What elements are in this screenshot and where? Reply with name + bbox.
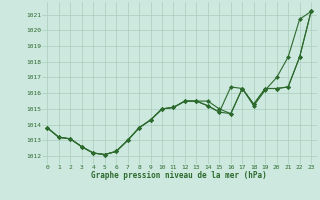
X-axis label: Graphe pression niveau de la mer (hPa): Graphe pression niveau de la mer (hPa) <box>91 171 267 180</box>
